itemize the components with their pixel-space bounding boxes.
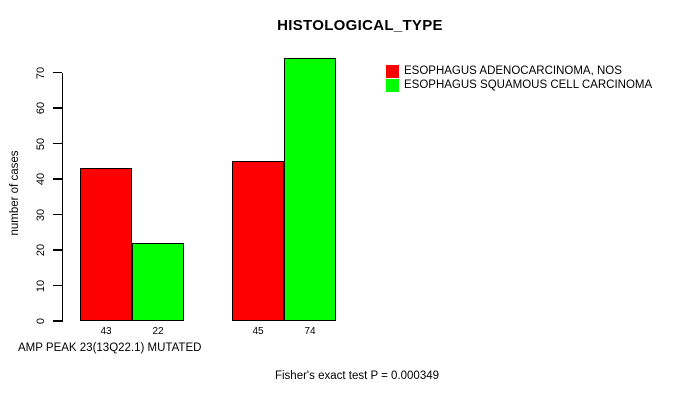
y-tick-label: 30: [35, 208, 47, 221]
y-axis-line: [62, 72, 64, 322]
bar: [284, 58, 336, 321]
bar-value-label: 45: [252, 326, 264, 337]
bar-value-label: 22: [152, 326, 164, 337]
stat-annotation: Fisher's exact test P = 0.000349: [274, 370, 440, 382]
bar: [80, 168, 132, 321]
legend-item: ESOPHAGUS ADENOCARCINOMA, NOS: [386, 64, 652, 78]
y-tick-label: 70: [35, 66, 47, 79]
legend: ESOPHAGUS ADENOCARCINOMA, NOS ESOPHAGUS S…: [386, 64, 652, 92]
y-tick-mark: [53, 71, 62, 74]
y-tick-label: 50: [35, 137, 47, 150]
legend-item-label: ESOPHAGUS SQUAMOUS CELL CARCINOMA: [404, 79, 653, 91]
legend-item-label: ESOPHAGUS ADENOCARCINOMA, NOS: [404, 65, 622, 77]
y-tick-label: 0: [35, 317, 47, 325]
y-tick-mark: [53, 320, 62, 322]
bar-value-label: 74: [304, 326, 316, 337]
bar: [132, 242, 184, 321]
y-tick-mark: [53, 178, 62, 180]
y-tick-label: 10: [35, 279, 47, 292]
chart-title: HISTOLOGICAL_TYPE: [277, 17, 443, 34]
legend-item: ESOPHAGUS SQUAMOUS CELL CARCINOMA: [386, 78, 652, 92]
bar: [232, 161, 284, 321]
y-tick-mark: [53, 249, 62, 251]
y-axis-title: number of cases: [9, 150, 21, 236]
y-tick-mark: [53, 213, 62, 216]
y-tick-mark: [53, 142, 62, 145]
x-axis-caption: AMP PEAK 23(13Q22.1) MUTATED: [18, 342, 202, 354]
bar-value-label: 43: [100, 326, 112, 337]
y-tick-label: 20: [35, 243, 47, 257]
y-tick-mark: [53, 284, 62, 287]
y-tick-mark: [53, 107, 62, 109]
y-tick-label: 40: [35, 172, 47, 186]
y-tick-label: 60: [35, 101, 47, 115]
legend-swatch: [386, 78, 399, 92]
legend-swatch: [386, 64, 399, 78]
